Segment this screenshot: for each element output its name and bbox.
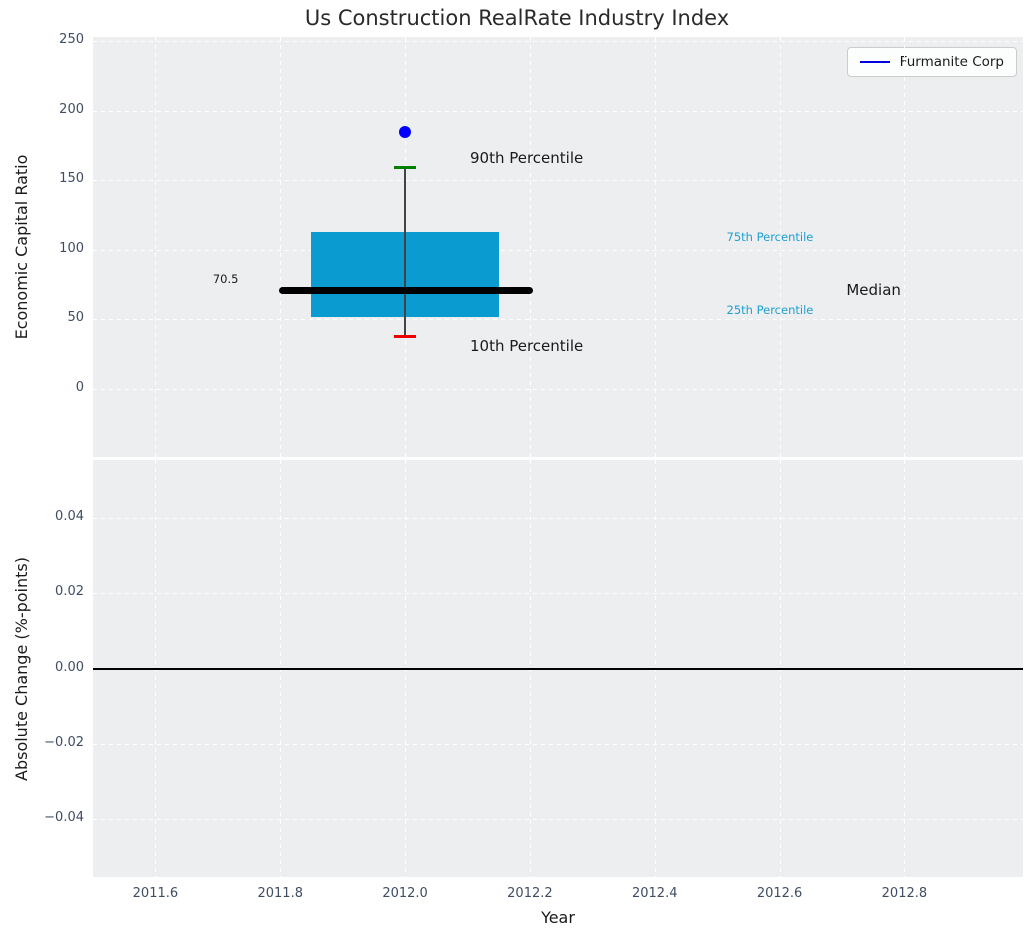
y-tick-label: −0.02 (44, 734, 84, 750)
y-tick-label: 50 (67, 310, 84, 326)
p10-label: 10th Percentile (469, 336, 584, 355)
p10-cap (393, 334, 417, 338)
x-axis-label: Year (541, 908, 575, 927)
chart-title: Us Construction RealRate Industry Index (304, 6, 730, 30)
y-tick-label: 0 (75, 379, 84, 395)
median-line (279, 287, 534, 295)
y-tick-label: 200 (59, 101, 84, 117)
y-tick-label: 100 (59, 240, 84, 256)
legend[interactable]: Furmanite Corp (846, 47, 1017, 77)
y-tick-label: −0.04 (44, 809, 84, 825)
gridline-horizontal (93, 743, 1023, 745)
gridline-vertical (904, 37, 906, 457)
gridline-horizontal (93, 249, 1023, 251)
top-plot-area: Furmanite Corp 90th Percentile 10th Perce… (93, 37, 1023, 457)
x-tick-label: 2011.8 (257, 886, 303, 901)
gridline-horizontal (93, 180, 1023, 182)
company-data-point (399, 125, 412, 138)
x-tick-label: 2012.6 (756, 886, 803, 901)
whisker-line (404, 167, 406, 336)
gridline-horizontal (93, 41, 1023, 43)
x-tick-label: 2012.2 (507, 886, 553, 901)
gridline-horizontal (93, 818, 1023, 820)
gridline-vertical (280, 37, 282, 457)
x-tick-label: 2012.0 (382, 886, 428, 901)
median-label: Median (846, 281, 901, 300)
gridline-vertical (779, 37, 781, 457)
y-tick-label: 150 (59, 171, 84, 187)
x-tick-label: 2011.6 (132, 886, 179, 901)
legend-line-icon (859, 60, 890, 64)
gridline-vertical (529, 37, 531, 457)
gridline-horizontal (93, 518, 1023, 520)
y-tick-label: 250 (59, 32, 84, 48)
gridline-vertical (155, 37, 157, 457)
gridline-vertical (654, 37, 656, 457)
p90-label: 90th Percentile (469, 148, 584, 167)
y-tick-label: 0.04 (55, 509, 84, 525)
x-tick-label: 2012.8 (881, 886, 928, 901)
legend-label: Furmanite Corp (899, 54, 1004, 70)
x-tick-label: 2012.4 (631, 886, 678, 901)
zero-line (93, 667, 1023, 670)
median-value-label: 70.5 (212, 271, 239, 286)
y-tick-label: 0.02 (55, 584, 84, 600)
p75-label: 75th Percentile (726, 230, 814, 245)
gridline-horizontal (93, 388, 1023, 390)
p25-label: 25th Percentile (726, 302, 814, 317)
gridline-horizontal (93, 593, 1023, 595)
bottom-plot-area (93, 460, 1023, 877)
gridline-horizontal (93, 319, 1023, 321)
y-tick-label: 0.00 (55, 659, 84, 675)
p90-cap (393, 166, 417, 170)
gridline-horizontal (93, 110, 1023, 112)
